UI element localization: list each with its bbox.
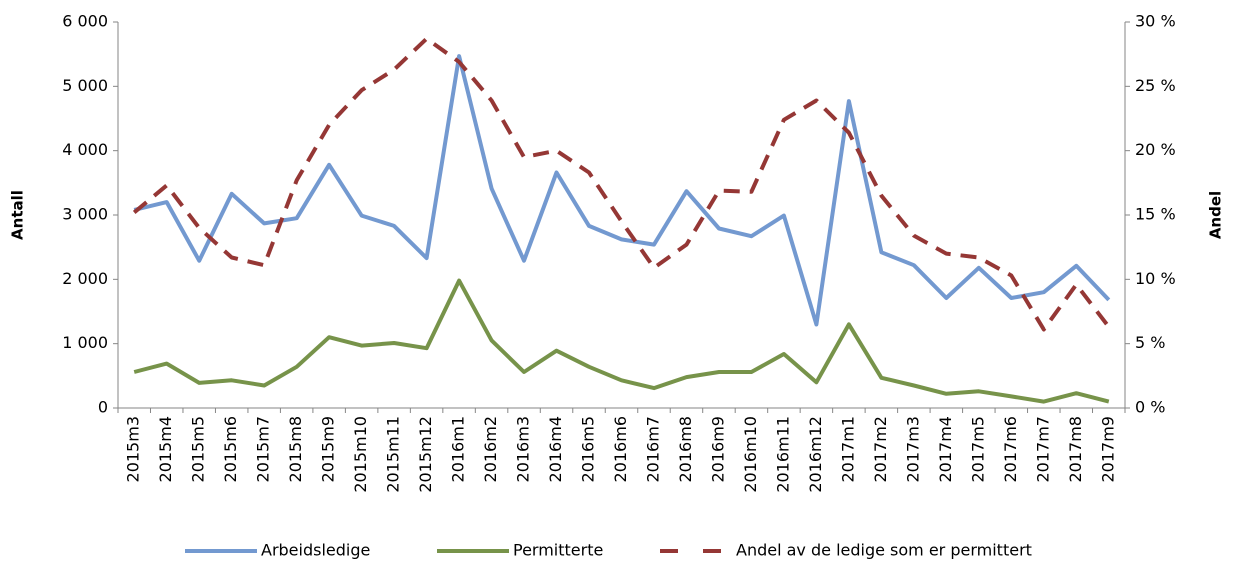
y2-tick-label: 30 % <box>1135 12 1176 31</box>
y-tick-label: 6 000 <box>62 12 108 31</box>
x-tick-label: 2017m6 <box>1001 416 1020 482</box>
x-tick-label: 2016m9 <box>708 416 727 482</box>
y2-tick-label: 5 % <box>1135 333 1165 352</box>
x-tick-label: 2017m3 <box>903 416 922 482</box>
series-line <box>133 54 1111 327</box>
y-tick-label: 2 000 <box>62 269 108 288</box>
y-tick-label: 0 <box>98 398 108 417</box>
y-tick-label: 4 000 <box>62 140 108 159</box>
y-tick-label: 5 000 <box>62 76 108 95</box>
x-tick-label: 2015m5 <box>189 416 208 482</box>
y2-tick-label: 10 % <box>1135 269 1176 288</box>
x-tick-label: 2015m8 <box>286 416 305 482</box>
y-axis-title: Antall <box>9 190 27 240</box>
y2-tick-label: 0 % <box>1135 398 1165 417</box>
x-tick-label: 2017m2 <box>871 416 890 482</box>
x-tick-label: 2016m8 <box>676 416 695 482</box>
legend-label: Andel av de ledige som er permittert <box>736 541 1032 560</box>
x-tick-label: 2015m7 <box>254 416 273 482</box>
x-tick-label: 2015m3 <box>124 416 143 482</box>
legend-label: Permitterte <box>513 541 603 560</box>
legend-label: Arbeidsledige <box>261 541 370 560</box>
x-tick-label: 2015m10 <box>351 416 370 493</box>
x-tick-label: 2016m2 <box>481 416 500 482</box>
y-tick-label: 3 000 <box>62 205 108 224</box>
x-tick-label: 2015m4 <box>156 416 175 482</box>
y2-tick-label: 20 % <box>1135 140 1176 159</box>
series-line <box>132 36 1111 332</box>
x-tick-label: 2016m4 <box>546 416 565 482</box>
series-line <box>133 278 1110 404</box>
x-tick-label: 2016m5 <box>579 416 598 482</box>
y-tick-label: 1 000 <box>62 333 108 352</box>
x-tick-label: 2015m12 <box>416 416 435 493</box>
x-tick-label: 2017m7 <box>1033 416 1052 482</box>
x-tick-label: 2017m1 <box>838 416 857 482</box>
x-tick-label: 2016m11 <box>773 416 792 493</box>
x-tick-label: 2016m3 <box>514 416 533 482</box>
x-tick-label: 2017m9 <box>1098 416 1117 482</box>
y2-tick-label: 25 % <box>1135 76 1176 95</box>
y2-axis-title: Andel <box>1207 191 1225 239</box>
x-tick-label: 2016m7 <box>643 416 662 482</box>
x-tick-label: 2016m10 <box>741 416 760 493</box>
x-tick-label: 2017m5 <box>968 416 987 482</box>
x-tick-label: 2017m4 <box>936 416 955 482</box>
x-tick-label: 2016m6 <box>611 416 630 482</box>
x-tick-label: 2015m9 <box>319 416 338 482</box>
x-tick-label: 2016m1 <box>449 416 468 482</box>
x-tick-label: 2017m8 <box>1066 416 1085 482</box>
x-tick-label: 2015m11 <box>384 416 403 493</box>
x-tick-label: 2015m6 <box>221 416 240 482</box>
x-tick-label: 2016m12 <box>806 416 825 493</box>
y2-tick-label: 15 % <box>1135 205 1176 224</box>
